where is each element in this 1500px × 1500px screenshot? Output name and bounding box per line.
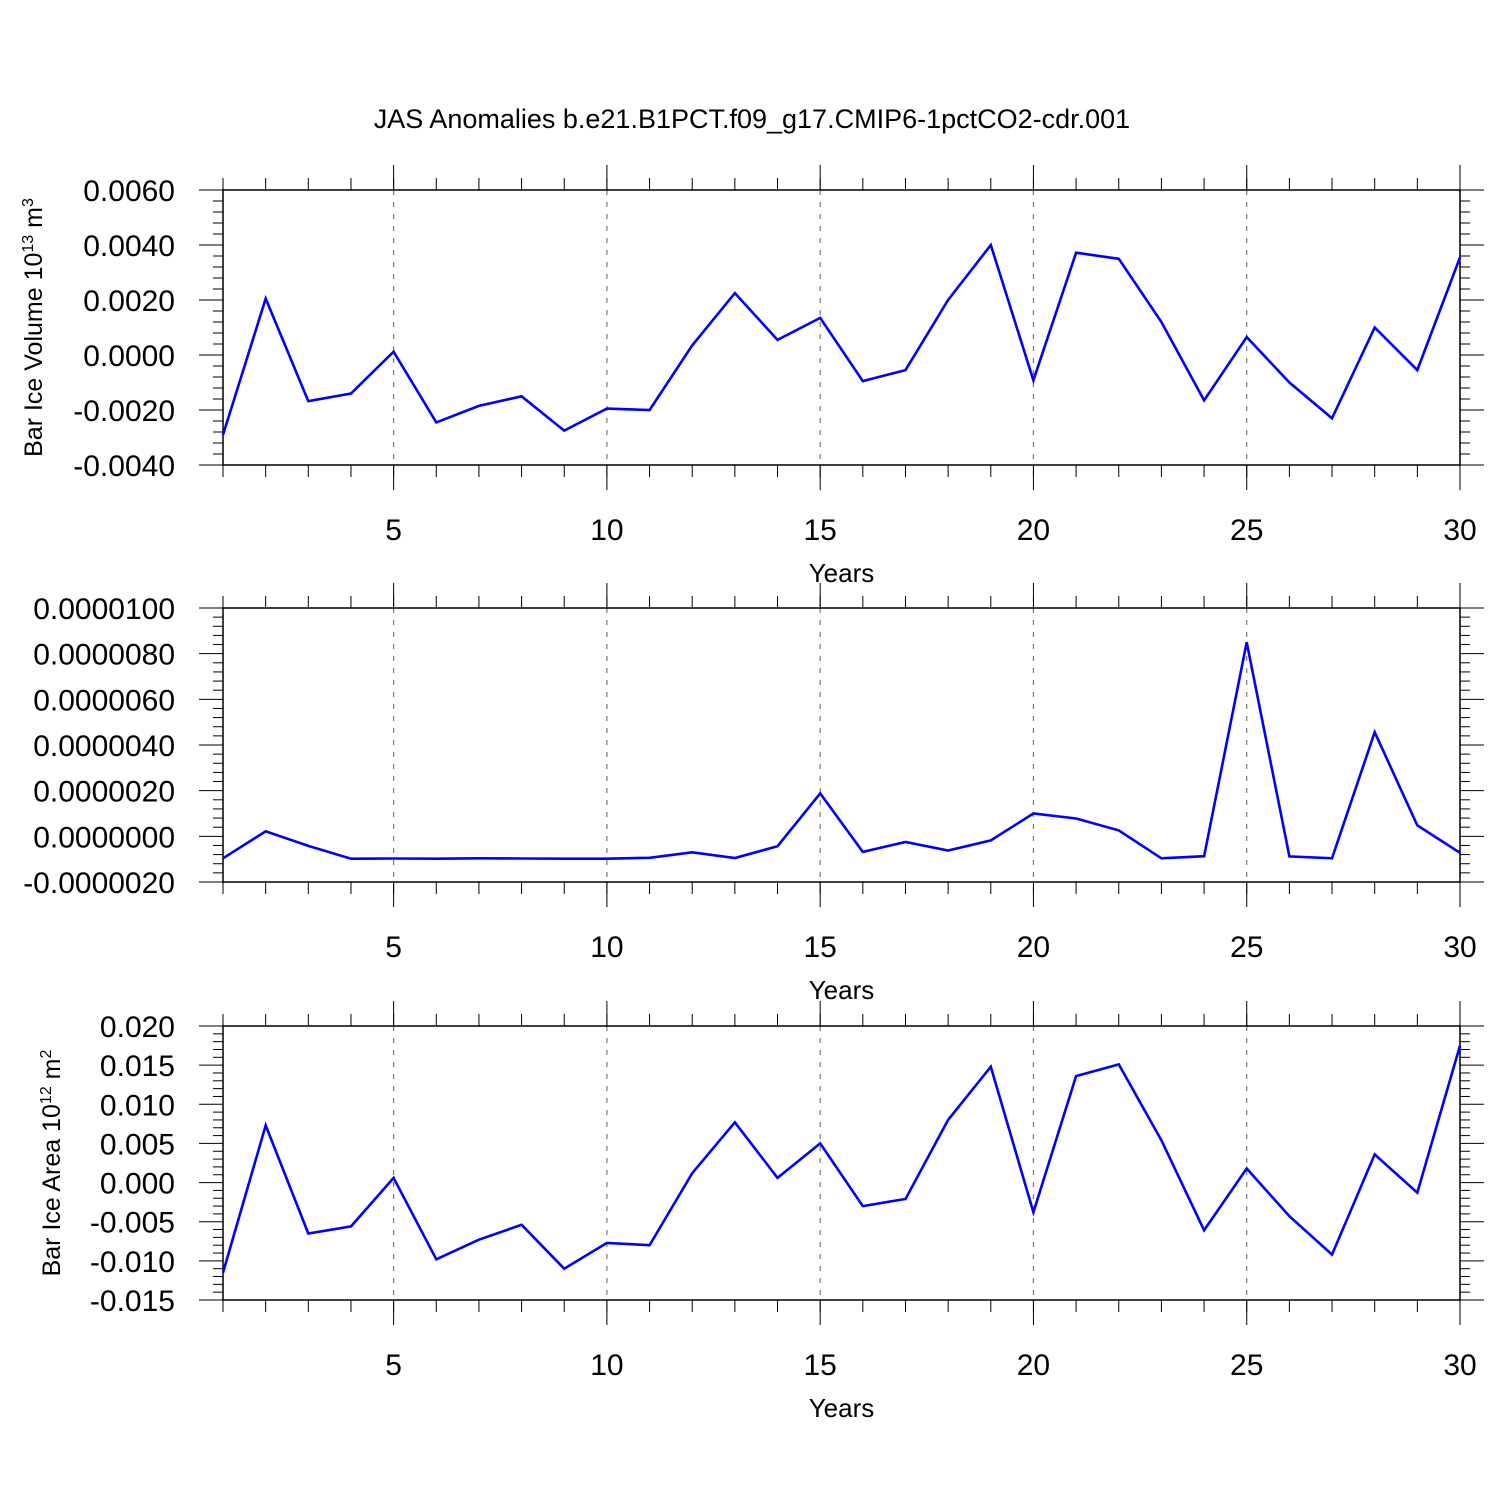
x-tick-label: 5 — [385, 931, 402, 964]
plot-frame — [222, 189, 1461, 466]
x-tick-label: 25 — [1230, 1349, 1263, 1382]
plot-frame — [222, 607, 1461, 883]
x-axis-label: Years — [809, 558, 875, 588]
y-tick-label: 0.020 — [100, 1011, 175, 1044]
y-tick-label: -0.0040 — [73, 450, 175, 483]
y-tick-label: -0.0020 — [73, 395, 175, 428]
y-tick-label: 0.0000080 — [33, 639, 175, 672]
y-tick-label: -0.005 — [90, 1207, 175, 1240]
y-axis-label: Bar Ice Volume 1013 m3 — [20, 198, 48, 457]
x-tick-label: 10 — [590, 931, 623, 964]
y-tick-label: -0.0000020 — [23, 867, 175, 900]
x-tick-label: 15 — [803, 1349, 836, 1382]
x-axis-label: Years — [809, 1393, 875, 1423]
x-tick-label: 25 — [1230, 931, 1263, 964]
panel-1: 5 10 15 20 25 30 0.0060 0.0040 0.0020 0.0000 -0.00… — [20, 165, 1484, 588]
y-axis-label-sup: 12 — [38, 1086, 55, 1104]
x-tick-label: 15 — [803, 931, 836, 964]
panel-3: 5 10 15 20 25 30 0.020 0.015 0.010 0.005 0.000 -0.0… — [38, 1001, 1484, 1423]
y-tick-label: 0.000 — [100, 1168, 175, 1201]
y-axis-label-part: Bar Ice Area 10 — [38, 1104, 66, 1276]
y-axis-label-sup: 13 — [20, 235, 37, 253]
x-tick-label: 30 — [1443, 931, 1476, 964]
y-tick-label: 0.0040 — [83, 230, 175, 263]
series-line — [221, 242, 1462, 436]
x-tick-label: 10 — [590, 1349, 623, 1382]
y-tick-label: 0.0000000 — [33, 821, 175, 854]
chart-title: JAS Anomalies b.e21.B1PCT.f09_g17.CMIP6-… — [374, 104, 1130, 134]
y-axis-label-part: m — [20, 207, 48, 228]
x-tick-label: 20 — [1017, 514, 1050, 547]
x-tick-label: 10 — [590, 514, 623, 547]
plot-frame — [222, 1025, 1461, 1301]
y-axis-label: Bar Ice Area 1012 m2 — [38, 1050, 66, 1277]
y-tick-label: 0.0020 — [83, 285, 175, 318]
x-tick-label: 30 — [1443, 1349, 1476, 1382]
y-axis-label-part — [20, 228, 48, 235]
y-axis-label-sup: 3 — [20, 198, 37, 207]
x-tick-label: 5 — [385, 514, 402, 547]
y-axis-label-part: m — [38, 1059, 66, 1080]
y-tick-label: -0.015 — [90, 1285, 175, 1318]
y-tick-label: 0.005 — [100, 1128, 175, 1161]
y-axis-label-sup: 2 — [38, 1050, 55, 1059]
series-line — [221, 1045, 1462, 1273]
y-tick-label: 0.0000060 — [33, 684, 175, 717]
x-tick-label: 15 — [803, 514, 836, 547]
x-tick-label: 20 — [1017, 931, 1050, 964]
y-tick-label: 0.0000040 — [33, 730, 175, 763]
x-tick-label: 20 — [1017, 1349, 1050, 1382]
y-tick-label: 0.010 — [100, 1089, 175, 1122]
y-tick-label: 0.0060 — [83, 175, 175, 208]
x-tick-label: 5 — [385, 1349, 402, 1382]
y-axis-label-part — [38, 1079, 66, 1086]
y-tick-label: 0.0000 — [83, 340, 175, 373]
y-tick-label: -0.010 — [90, 1246, 175, 1279]
series-line — [222, 642, 1461, 861]
y-axis-label-part: Bar Ice Volume 10 — [20, 253, 48, 457]
y-tick-label: 0.0000020 — [33, 776, 175, 809]
y-tick-label: 0.0000100 — [33, 593, 175, 626]
x-tick-label: 30 — [1443, 514, 1476, 547]
y-tick-label: 0.015 — [100, 1050, 175, 1083]
x-tick-label: 25 — [1230, 514, 1263, 547]
x-axis-label: Years — [809, 975, 875, 1005]
panel-2: 5 10 15 20 25 30 0.0000100 0.0000080 0.0000060 0.… — [23, 583, 1484, 1005]
